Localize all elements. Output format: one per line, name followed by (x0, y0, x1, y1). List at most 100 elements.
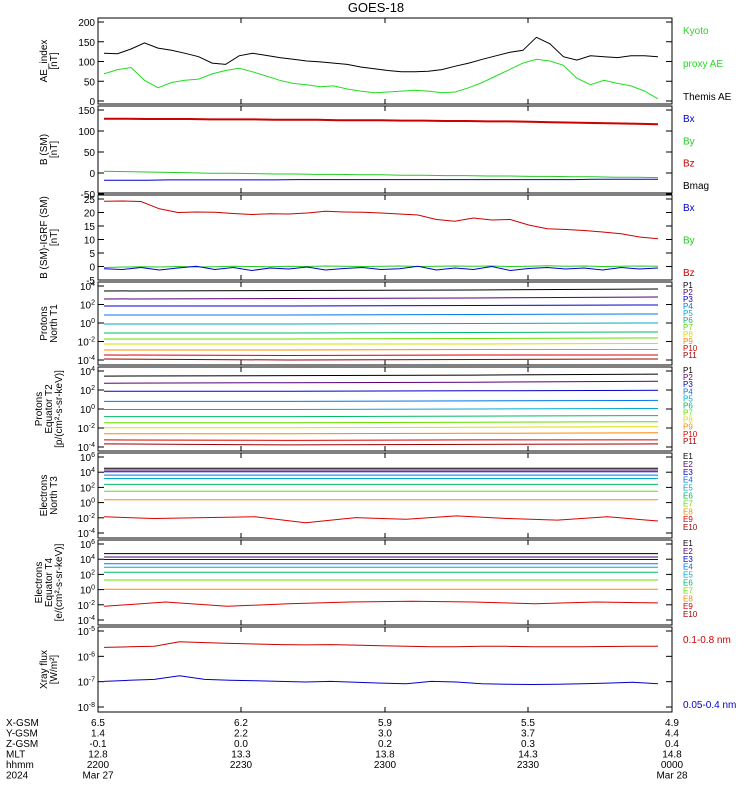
y-tick-label-bsm: 0 (89, 169, 95, 180)
y-tick-label-bsm: 100 (78, 127, 95, 138)
footer-cell: 2230 (230, 760, 253, 771)
footer-cell: Mar 27 (82, 771, 114, 782)
y-tick-label-ae: 200 (78, 18, 95, 29)
y-axis-label-eeq: [e/(cm²-s-sr-keV)] (54, 543, 65, 621)
footer-cell: 6.5 (91, 718, 105, 729)
series-line-bigrf-bx (103, 265, 659, 272)
legend-item-enorth: E6 (683, 492, 693, 501)
y-tick-label-ae: 150 (78, 38, 95, 49)
legend-item-pnorth: P5 (683, 309, 693, 318)
legend-item-peq: P10 (683, 430, 698, 439)
legend-item-peq: P9 (683, 423, 693, 432)
y-axis-label-pnorth: North T1 (49, 304, 60, 343)
footer-cell: 1.4 (91, 729, 105, 740)
series-line-enorth-e9 (103, 515, 659, 524)
series-line-ae-kyoto-proxy-ae (103, 58, 659, 100)
legend-item-pnorth: P2 (683, 288, 693, 297)
legend-item-bigrf: By (683, 236, 695, 247)
y-tick-label-pnorth: 100 (80, 318, 95, 330)
series-line-peq-p7 (104, 421, 659, 424)
series-line-bsm-bx (104, 178, 658, 181)
y-tick-label-bigrf: 5 (89, 249, 95, 260)
series-line-peq-p2 (103, 380, 659, 384)
footer-cell: 4.9 (665, 718, 679, 729)
y-axis-label-peq: [p/(cm²-s-sr-keV)] (54, 370, 65, 448)
y-tick-label-bigrf: 15 (84, 222, 96, 233)
y-tick-label-ae: 50 (84, 77, 96, 88)
y-tick-label-bigrf: 0 (89, 263, 95, 274)
y-tick-label-eeq: 104 (80, 554, 95, 566)
legend-item-peq: P5 (683, 394, 693, 403)
y-tick-label-xray: 10-5 (78, 626, 95, 638)
series-line-peq-p9 (104, 432, 659, 435)
y-axis-label-pnorth: Protons (39, 306, 50, 340)
legend-item-peq: P7 (683, 409, 693, 418)
panel-frame-ae (97, 17, 673, 105)
footer-cell: 0.2 (378, 739, 392, 750)
legend-item-eeq: E8 (683, 594, 693, 603)
y-tick-label-peq: 102 (80, 385, 95, 397)
y-axis-label-peq: Equator T2 (44, 384, 55, 434)
series-line-pnorth-p3 (104, 304, 659, 307)
footer-row-label: hhmm (6, 760, 34, 771)
footer-cell: 5.9 (378, 718, 392, 729)
legend-item-eeq: E10 (683, 610, 698, 619)
footer-row-label: MLT (6, 750, 25, 761)
footer-cell: 2.2 (234, 729, 248, 740)
y-tick-label-bigrf: 25 (84, 195, 96, 206)
legend-item-xray: 0.1-0.8 nm (683, 635, 731, 646)
y-tick-label-ae: 100 (78, 58, 95, 69)
y-tick-label-enorth: 10-4 (78, 528, 95, 540)
legend-item-ae: Themis AE (683, 92, 732, 103)
footer-row-label: X-GSM (6, 718, 39, 729)
legend-item-pnorth: P3 (683, 295, 693, 304)
series-line-eeq-e9 (103, 600, 659, 607)
footer-cell: 13.3 (231, 750, 251, 761)
series-line-peq-p6 (104, 415, 659, 418)
y-tick-label-bsm: 50 (84, 148, 96, 159)
footer-cell: 5.5 (521, 718, 535, 729)
footer-cell: 2200 (87, 760, 110, 771)
series-line-pnorth-p4 (104, 313, 659, 316)
legend-item-enorth: E9 (683, 515, 693, 524)
footer-cell: 6.2 (234, 718, 248, 729)
y-tick-label-enorth: 10-2 (78, 513, 95, 525)
legend-item-pnorth: P1 (683, 281, 693, 290)
footer-cell: 4.4 (665, 729, 679, 740)
legend-item-xray: 0.05-0.4 nm (683, 700, 736, 711)
legend-item-peq: P2 (683, 373, 693, 382)
y-tick-label-eeq: 106 (80, 539, 95, 551)
y-tick-label-xray: 10-6 (78, 651, 95, 663)
y-axis-label-xray: [W/m²] (49, 655, 60, 685)
y-axis-label-eeq: Equator T4 (44, 557, 55, 607)
y-tick-label-pnorth: 102 (80, 300, 95, 312)
y-tick-label-bigrf: 20 (84, 209, 96, 220)
legend-item-pnorth: P6 (683, 316, 693, 325)
series-line-bsm-by (103, 170, 659, 179)
legend-item-pnorth: P4 (683, 302, 693, 311)
series-line-peq-p11 (103, 443, 659, 446)
y-tick-label-ae: 0 (89, 97, 95, 108)
footer-cell: 0000 (661, 760, 684, 771)
y-tick-label-pnorth: 104 (80, 281, 95, 293)
series-line-bigrf-bz (103, 200, 659, 240)
series-line-pnorth-p7 (104, 337, 659, 340)
footer-cell: 14.3 (518, 750, 538, 761)
legend-item-peq: P11 (683, 437, 697, 446)
y-axis-label-peq: Protons (34, 392, 45, 426)
series-line-xray-0.05-0.4-nm (103, 675, 659, 686)
legend-item-bsm: Bx (683, 114, 695, 125)
y-axis-label-enorth: Electrons (39, 475, 50, 517)
footer-row-label: Y-GSM (6, 729, 38, 740)
panel-frame-eeq (97, 539, 673, 626)
panel-frame-enorth (97, 452, 673, 539)
legend-item-eeq: E7 (683, 586, 693, 595)
y-tick-label-xray: 10-8 (78, 702, 95, 714)
y-axis-label-ae: [nT] (49, 52, 60, 69)
legend-item-ae: Kyoto (683, 26, 709, 37)
legend-item-peq: P6 (683, 401, 693, 410)
legend-item-enorth: E7 (683, 499, 693, 508)
legend-item-peq: P4 (683, 387, 693, 396)
legend-item-enorth: E4 (683, 476, 693, 485)
